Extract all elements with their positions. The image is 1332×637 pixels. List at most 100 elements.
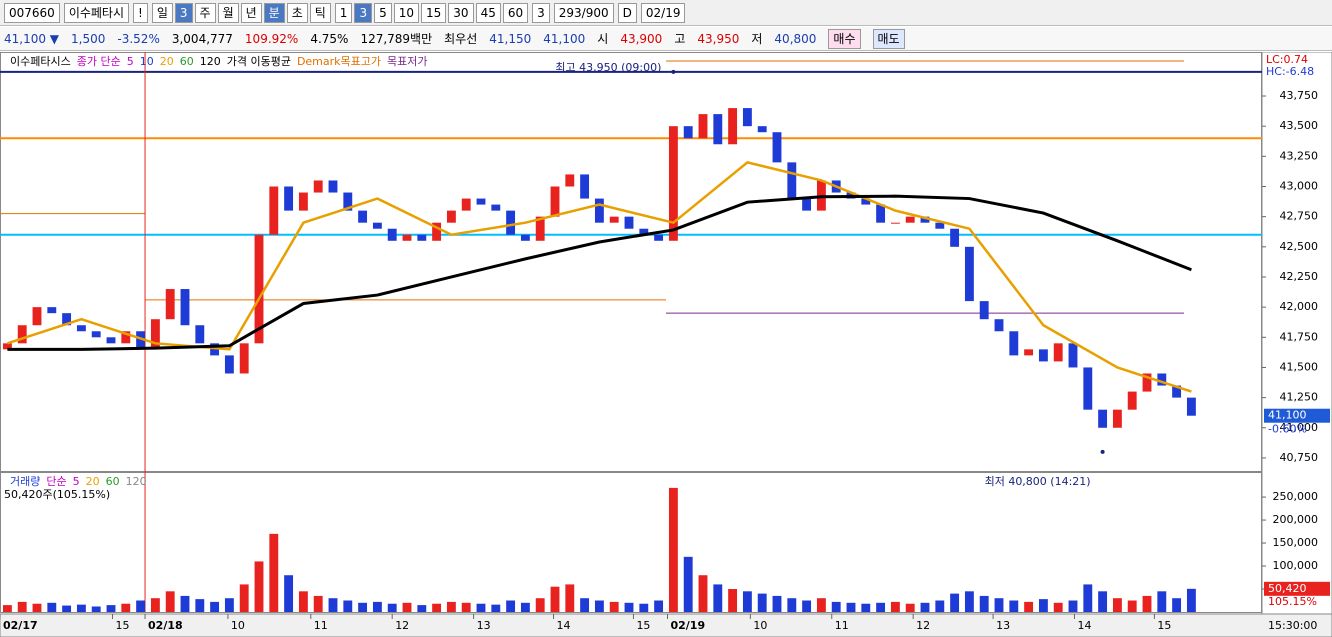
volume-bar [1053, 602, 1063, 612]
volume-ratio: 109.92% [244, 31, 299, 46]
current-price-label: 41,100 [1268, 409, 1307, 422]
volume-bar [298, 591, 308, 612]
buy-button[interactable]: 매수 [828, 28, 861, 49]
legend-ma: 5 [73, 475, 80, 488]
candle-body [609, 216, 619, 223]
period-button[interactable]: 주 [194, 2, 216, 23]
volume-bar [239, 584, 249, 612]
d-toggle[interactable]: D [617, 2, 637, 23]
interval-button[interactable]: 45 [475, 2, 501, 23]
x-tick-label: 02/18 [148, 619, 183, 632]
volume-bar [195, 599, 205, 612]
candle-body [1038, 349, 1048, 362]
candle-body [994, 319, 1004, 332]
volume-bar [506, 600, 516, 612]
best-label: 최우선 [444, 32, 478, 46]
y-tick-label: 41,500 [1280, 360, 1319, 373]
candle-body [654, 234, 664, 241]
candle-body [387, 228, 397, 241]
sell-button[interactable]: 매도 [872, 28, 905, 49]
candle-body [1142, 373, 1152, 392]
volume-bar [787, 598, 797, 612]
period-button[interactable]: 틱 [309, 2, 331, 23]
y-tick-label: 42,750 [1280, 210, 1319, 223]
candle-body [594, 198, 604, 223]
stock-code[interactable]: 007660 [4, 2, 60, 23]
volume-bar [343, 600, 353, 612]
interval-button[interactable]: 3 [354, 2, 373, 23]
legend-title: 거래량 [10, 475, 40, 488]
current-volume-label: 50,420 [1268, 582, 1307, 595]
interval-button[interactable]: 60 [502, 2, 529, 23]
volume-bar [639, 603, 649, 612]
best-bid: 41,100 [543, 31, 586, 46]
volume-bar [905, 603, 915, 612]
y-tick-label: 43,750 [1280, 89, 1319, 102]
price-pane [0, 52, 1262, 472]
annotation-point [671, 69, 676, 74]
candle-body [742, 108, 752, 127]
volume-bar [358, 602, 368, 612]
volume-bar [565, 584, 575, 612]
legend-title: 이수페타시스 [10, 55, 71, 68]
candle-body [802, 198, 812, 211]
shown-count[interactable]: 293/900 [553, 2, 614, 23]
volume-bar [180, 595, 190, 612]
candle-body [1009, 331, 1019, 356]
candle-body [668, 126, 678, 241]
volume-bar [328, 598, 338, 612]
volume-pane [0, 472, 1262, 613]
low-label: 저 [751, 32, 763, 46]
volume-bar [742, 591, 752, 612]
candle-body [905, 216, 915, 223]
period-button[interactable]: 년 [240, 2, 262, 23]
period-button[interactable]: 분 [263, 2, 285, 23]
candle-body [17, 325, 27, 344]
candle-body [698, 114, 708, 139]
date-input[interactable]: 02/19 [640, 2, 686, 23]
x-tick-label: 15 [115, 619, 129, 632]
candle-body [624, 216, 634, 229]
x-tick-label: 11 [314, 619, 328, 632]
stock-name[interactable]: 이수페타시 [63, 2, 130, 23]
x-tick-label: 10 [231, 619, 245, 632]
interval-button[interactable]: 5 [374, 2, 392, 23]
change: 1,500 [71, 31, 106, 46]
volume-bar [1098, 591, 1108, 612]
count-input[interactable]: 3 [532, 2, 550, 23]
interval-button[interactable]: 15 [421, 2, 447, 23]
period-button[interactable]: 일 [151, 2, 173, 23]
interval-button[interactable]: 30 [448, 2, 474, 23]
x-tick-label: 13 [477, 619, 491, 632]
candle-body [861, 198, 871, 205]
interval-button[interactable]: 1 [334, 2, 353, 23]
alert-button[interactable]: ! [133, 2, 148, 23]
candle-body [32, 307, 42, 326]
legend-ma: 60 [180, 55, 194, 68]
volume-bar [1157, 591, 1167, 612]
volume-bar [372, 601, 382, 612]
moving-average [7, 161, 1192, 393]
period-button[interactable]: 월 [217, 2, 239, 23]
legend: 이수페타시스 종가 단순 5 10 20 60 120 가격 이동평균 Demark목표고가 목표… [10, 55, 428, 68]
period-button[interactable]: 3 [174, 2, 193, 23]
candle-body [964, 246, 974, 302]
x-axis-band [0, 613, 1332, 637]
y-tick-label: 150,000 [1273, 536, 1319, 549]
candle-body [1024, 349, 1034, 356]
volume-bar [1009, 600, 1019, 612]
legend-demark-low: 목표저가 [387, 55, 427, 68]
candle-body [76, 325, 86, 332]
candle-body [269, 186, 279, 235]
chart: 40,750 41,000 41,250 41,500 41,750 42,000 42,2… [0, 52, 1332, 637]
candle-body [1112, 409, 1122, 428]
total: /900 [581, 5, 609, 20]
interval-button[interactable]: 10 [393, 2, 419, 23]
x-tick-label: 10 [753, 619, 767, 632]
period-button[interactable]: 초 [286, 2, 308, 23]
y-tick-label: 42,250 [1280, 270, 1319, 283]
volume-bar [269, 533, 279, 612]
y-tick-label: 250,000 [1273, 490, 1319, 503]
